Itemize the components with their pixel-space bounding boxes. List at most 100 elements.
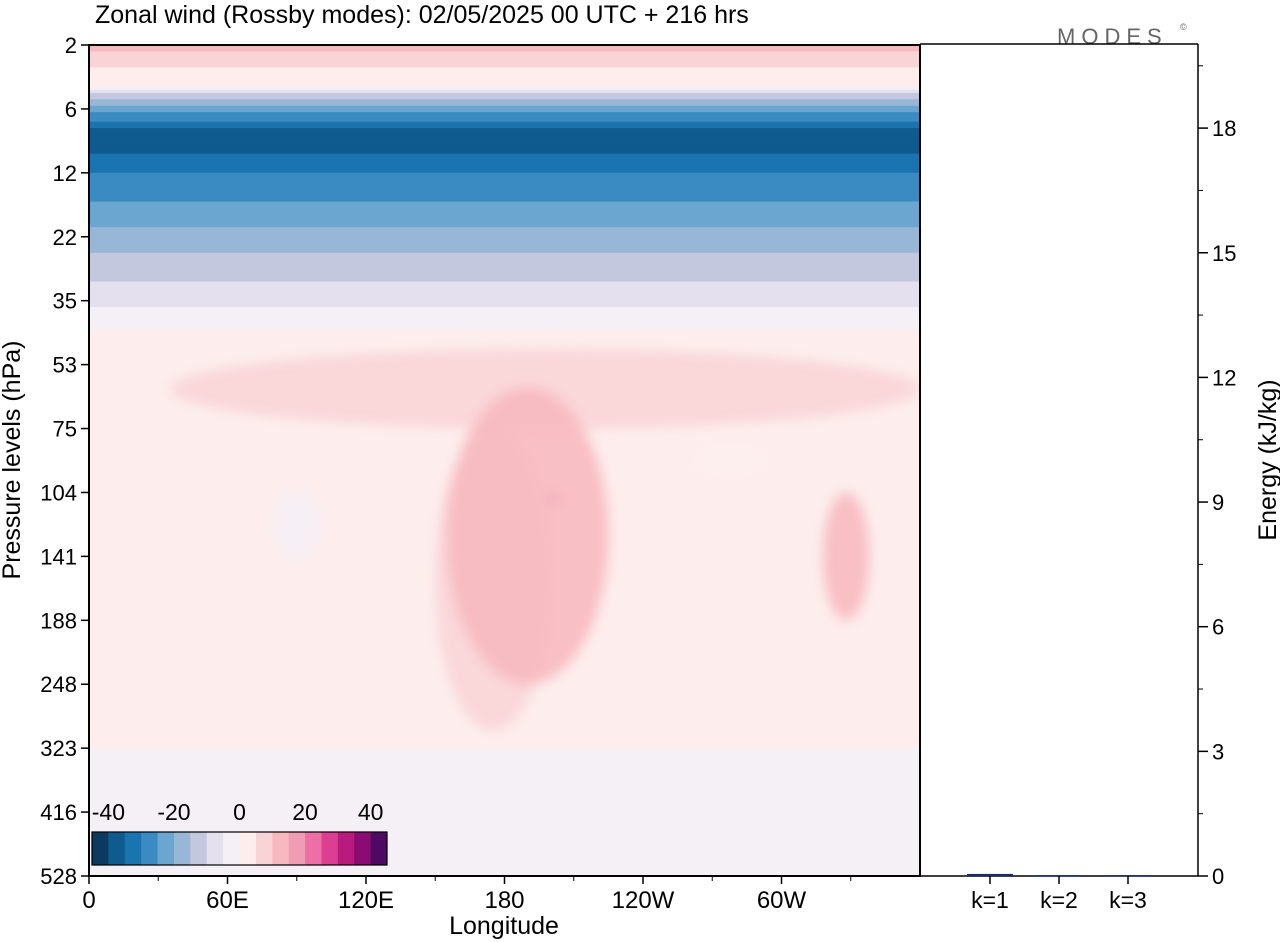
heatmap-band (89, 118, 920, 123)
heatmap-band (89, 303, 920, 308)
heatmap-band (89, 220, 920, 225)
heatmap-band (89, 735, 920, 740)
y-axis-label: Pressure levels (hPa) (0, 341, 26, 580)
heatmap-band (89, 805, 920, 810)
y-axis: 2 6 12 22 35 53 75 104 141 188 248 323 416 528 (40, 33, 89, 889)
y-tick-label: 53 (53, 353, 77, 378)
energy-tick-label: 15 (1212, 241, 1236, 266)
heatmap-band (89, 227, 920, 231)
heatmap-band (89, 294, 920, 299)
chart-title: Zonal wind (Rossby modes): 02/05/2025 00… (95, 1, 749, 29)
heatmap-band (89, 57, 920, 62)
colorbar-swatch (223, 832, 240, 865)
colorbar-swatch (288, 832, 306, 865)
colorbar-swatch (272, 832, 290, 865)
heatmap-band (89, 236, 920, 241)
y-tick-label: 12 (53, 161, 77, 186)
y-tick-label: 528 (40, 864, 77, 889)
heatmap-band (89, 128, 920, 132)
heatmap-band (89, 204, 920, 209)
heatmap-band (89, 824, 920, 829)
heatmap-band (89, 278, 920, 283)
heatmap-band (89, 67, 920, 72)
y-tick-label: 416 (40, 800, 77, 825)
energy-category-label: k=2 (1040, 887, 1078, 913)
heatmap-band (89, 783, 920, 788)
heatmap-band (89, 124, 920, 129)
colorbar-swatch (92, 832, 109, 865)
heatmap-band (89, 192, 920, 196)
y-tick-label: 35 (53, 289, 77, 314)
heatmap-band (89, 853, 920, 858)
heatmap-feature (446, 387, 609, 685)
colorbar-tick-label: 0 (233, 799, 246, 825)
x-axis-label: Longitude (449, 912, 559, 940)
energy-tick-label: 6 (1212, 615, 1224, 640)
heatmap-band (89, 866, 920, 871)
heatmap-band (89, 64, 920, 68)
heatmap-band (89, 767, 920, 772)
heatmap-band (89, 60, 920, 65)
heatmap-band (89, 728, 920, 733)
heatmap-band (89, 45, 920, 49)
heatmap-band (89, 108, 920, 113)
heatmap-band (89, 134, 920, 139)
heatmap-band (89, 872, 920, 876)
heatmap-band (89, 850, 920, 855)
heatmap-band (89, 131, 920, 136)
heatmap-band (89, 182, 920, 187)
heatmap-band (89, 856, 920, 861)
heatmap-band (89, 808, 920, 813)
colorbar-swatch (239, 832, 257, 865)
x-tick-label: 60W (757, 887, 807, 914)
heatmap-band (89, 70, 920, 75)
heatmap-features (169, 349, 920, 731)
colorbar-swatch (190, 832, 208, 865)
heatmap-band (89, 243, 920, 247)
heatmap-band (89, 54, 920, 59)
heatmap-band (89, 760, 920, 765)
heatmap-band (89, 86, 920, 91)
heatmap-band (89, 121, 920, 126)
heatmap-band (89, 863, 920, 868)
heatmap-band (89, 137, 920, 142)
heatmap-band (89, 313, 920, 318)
energy-tick-label: 3 (1212, 739, 1224, 764)
energy-category-label: k=1 (971, 887, 1009, 913)
energy-axis-label: Energy (kJ/kg) (1254, 379, 1280, 540)
heatmap-band (89, 275, 920, 279)
heatmap-band (89, 757, 920, 762)
heatmap-band (89, 51, 920, 56)
heatmap-band (89, 246, 920, 251)
heatmap-band (89, 223, 920, 228)
colorbar-swatch (305, 832, 322, 865)
heatmap-band (89, 831, 920, 836)
heatmap-band (89, 802, 920, 807)
heatmap-band (89, 105, 920, 110)
heatmap-band (89, 335, 920, 340)
heatmap-band (89, 332, 920, 337)
heatmap-feature (548, 492, 557, 505)
energy-tick-label: 9 (1212, 490, 1224, 515)
y-tick-label: 2 (65, 33, 77, 58)
heatmap-band (89, 176, 920, 180)
heatmap-band (89, 156, 920, 161)
heatmap-band (89, 262, 920, 267)
colorbar-swatch (173, 832, 191, 865)
heatmap-band (89, 847, 920, 852)
heatmap-band (89, 230, 920, 235)
heatmap-band (89, 265, 920, 270)
heatmap-band (89, 92, 920, 97)
heatmap-band (89, 844, 920, 848)
heatmap-band (89, 751, 920, 756)
heatmap-band (89, 764, 920, 768)
y-tick-label: 188 (40, 608, 77, 633)
heatmap-feature (169, 349, 920, 429)
heatmap-band (89, 208, 920, 212)
x-tick-label: 120W (612, 887, 675, 914)
colorbar-swatch (321, 832, 339, 865)
heatmap-band (89, 828, 920, 832)
heatmap-band (89, 166, 920, 171)
heatmap-band (89, 776, 920, 781)
